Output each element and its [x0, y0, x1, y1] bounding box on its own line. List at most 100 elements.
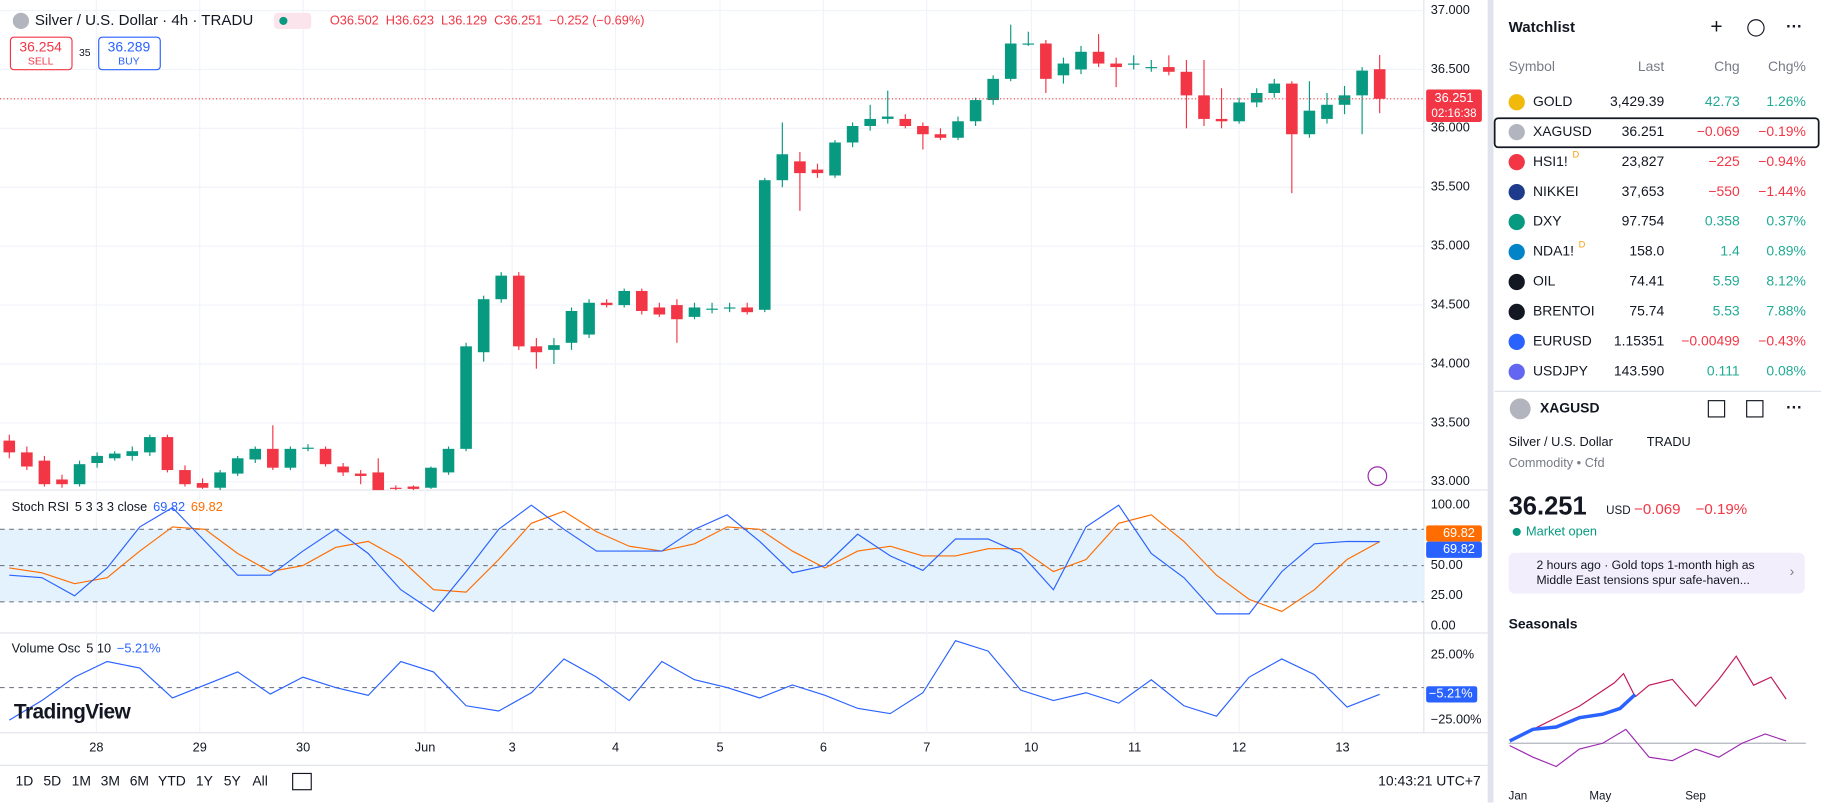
stoch-line: [9, 504, 1380, 615]
sell-button[interactable]: [9, 36, 73, 71]
detail-change-pct: −0.19%: [1696, 501, 1748, 518]
range-button[interactable]: All: [252, 772, 267, 788]
symbol[interactable]: HSI1!: [1533, 153, 1568, 169]
candle-body: [460, 346, 472, 449]
chg: −0.00499: [1681, 333, 1740, 349]
news-line[interactable]: Middle East tensions spur safe-haven...: [1536, 573, 1749, 587]
candle-body: [706, 308, 718, 310]
candle-body: [1233, 102, 1245, 122]
symbol[interactable]: BRENTOI: [1533, 303, 1595, 319]
x-tick-label: 4: [612, 739, 619, 754]
symbol[interactable]: NDA1!: [1533, 243, 1574, 259]
symbol-title[interactable]: Silver / U.S. Dollar · 4h · TRADU: [35, 12, 253, 29]
candle-body: [1180, 71, 1193, 96]
symbol-icon: [1508, 303, 1525, 321]
news-card[interactable]: [1508, 552, 1805, 594]
menu-icon[interactable]: ···: [1786, 18, 1802, 36]
candle-body: [1040, 43, 1052, 79]
value-tag: [1426, 541, 1482, 558]
candle-body: [231, 458, 244, 474]
symbol[interactable]: USDJPY: [1533, 363, 1588, 379]
candle-body: [1092, 51, 1105, 64]
candle-body: [653, 307, 666, 315]
y-tick-label: 100.00: [1431, 497, 1470, 512]
menu-icon[interactable]: ···: [1786, 399, 1802, 417]
range-button[interactable]: YTD: [158, 772, 186, 788]
watchlist-title[interactable]: Watchlist: [1509, 19, 1575, 36]
column-header: Chg%: [1768, 58, 1806, 74]
candle-body: [741, 307, 754, 313]
chg: −225: [1708, 153, 1740, 169]
candle-body: [899, 118, 912, 126]
seasonal-line: [1508, 693, 1637, 743]
range-button[interactable]: 5Y: [224, 772, 241, 788]
y-tick-label: −25.00%: [1431, 711, 1482, 726]
last: 143.590: [1614, 363, 1665, 379]
candle-body: [1004, 43, 1017, 79]
last: 23,827: [1622, 153, 1665, 169]
candle-body: [1022, 43, 1035, 45]
symbol[interactable]: OIL: [1533, 273, 1556, 289]
alert-icon[interactable]: [1367, 466, 1388, 487]
range-button[interactable]: 3M: [101, 772, 120, 788]
symbol-icon: [1508, 363, 1525, 380]
candle-body: [73, 464, 86, 485]
chg-pct: 8.12%: [1766, 273, 1805, 289]
candle-body: [969, 100, 982, 122]
range-button[interactable]: 1Y: [196, 772, 213, 788]
x-tick-label: Jun: [415, 739, 436, 754]
symbol[interactable]: DXY: [1533, 213, 1562, 229]
range-button[interactable]: 1M: [72, 772, 91, 788]
layout-icon[interactable]: [1707, 400, 1726, 418]
detail-change: −0.069: [1634, 501, 1681, 518]
symbol[interactable]: NIKKEI: [1533, 183, 1579, 199]
chevron[interactable]: ›: [1790, 563, 1795, 579]
candle-body: [1268, 83, 1281, 94]
x-tick-label: 10: [1024, 739, 1038, 754]
value-tag-label: −5.21%: [1429, 686, 1473, 701]
y-tick-label: 35.000: [1431, 238, 1470, 253]
alert-icon[interactable]: [1747, 19, 1765, 37]
ohlc-value: −0.252 (−0.69%): [549, 12, 644, 27]
buy-button[interactable]: [98, 36, 161, 71]
symbol-icon: [1508, 94, 1525, 111]
symbol[interactable]: GOLD: [1533, 93, 1572, 109]
column-header: Symbol: [1509, 58, 1555, 74]
osc-line: [8, 640, 1380, 721]
chg: 1.4: [1720, 243, 1740, 259]
edit-icon[interactable]: [1746, 400, 1764, 418]
x-tick-label: 13: [1335, 739, 1349, 754]
candle-body: [1373, 69, 1386, 99]
symbol[interactable]: EURUSD: [1533, 333, 1592, 349]
candle-body: [38, 460, 51, 485]
candle-body: [794, 161, 806, 174]
symbol[interactable]: XAGUSD: [1533, 123, 1592, 139]
badge: D: [1579, 239, 1586, 249]
x-tick-label: Jan: [1509, 790, 1528, 803]
candle-body: [530, 346, 543, 353]
candle-body: [1338, 95, 1351, 105]
ohlc-value: O36.502: [330, 12, 379, 27]
detail-currency: USD: [1606, 504, 1631, 517]
chg-pct: 7.88%: [1766, 303, 1805, 319]
range-button[interactable]: 1D: [15, 772, 33, 788]
x-tick-label: 11: [1128, 739, 1141, 754]
candle-body: [881, 116, 894, 119]
x-tick-label: 5: [716, 739, 723, 754]
last: 37,653: [1622, 183, 1665, 199]
candle-body: [407, 486, 420, 489]
sell-label: SELL: [28, 56, 54, 67]
range-button[interactable]: 6M: [130, 772, 149, 788]
range-button[interactable]: 5D: [43, 772, 61, 788]
chg: −0.069: [1697, 123, 1740, 139]
chg-pct: 0.08%: [1766, 363, 1805, 379]
candle-body: [864, 118, 876, 126]
sell-price: 36.254: [19, 38, 62, 54]
compare-icon[interactable]: [292, 772, 312, 791]
news-line[interactable]: 2 hours ago · Gold tops 1-month high as: [1536, 558, 1754, 572]
clock[interactable]: 10:43:21 UTC+7: [1378, 772, 1481, 788]
chg: −550: [1708, 183, 1740, 199]
candle-body: [425, 467, 437, 488]
x-tick-label: May: [1589, 790, 1611, 803]
add-icon[interactable]: +: [1710, 15, 1722, 38]
